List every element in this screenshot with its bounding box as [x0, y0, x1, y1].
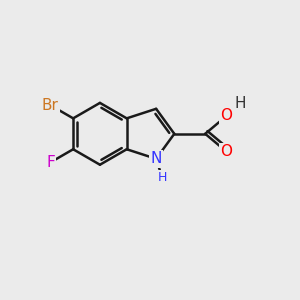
Text: N: N: [150, 151, 162, 166]
Text: H: H: [235, 97, 247, 112]
Text: O: O: [220, 144, 232, 159]
Text: F: F: [46, 155, 55, 170]
Text: Br: Br: [42, 98, 59, 113]
Text: O: O: [220, 108, 232, 123]
Text: H: H: [158, 171, 167, 184]
